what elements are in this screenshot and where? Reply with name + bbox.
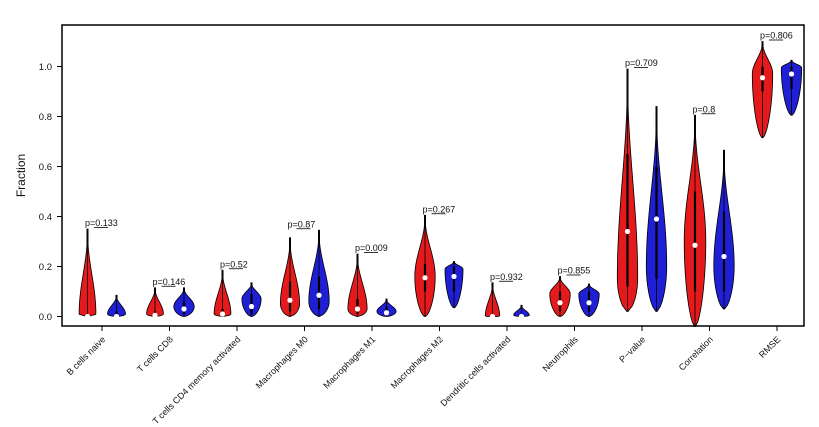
p-value-label: p=0.009 — [355, 243, 388, 253]
median-dot-group1 — [287, 297, 293, 303]
median-dot-group2 — [383, 310, 390, 316]
median-dot-group2 — [653, 216, 660, 222]
x-category-label: Macrophages M1 — [321, 334, 377, 390]
median-dot-group1 — [624, 228, 631, 235]
p-value-annotations: p=0.133 p=0.146 p=0.52 p=0.87 p=0.009 p=0.267… — [85, 31, 793, 287]
x-category-label: Macrophages M2 — [389, 334, 445, 390]
median-dot-group2 — [451, 273, 457, 280]
median-dot-group1 — [152, 312, 158, 318]
median-dot-group1 — [692, 242, 698, 248]
median-dot-group1 — [219, 311, 226, 317]
plot-frame — [61, 24, 805, 327]
median-dot-group1 — [422, 275, 428, 281]
violins-layer — [78, 41, 803, 327]
x-category-label: Macrophages M0 — [254, 334, 310, 390]
median-dot-group1 — [354, 306, 361, 312]
median-dot-group2 — [721, 253, 727, 260]
x-category-label: RMSE — [757, 334, 782, 359]
x-category-label: B cells naive — [65, 334, 108, 377]
p-value-label: p=0.267 — [423, 204, 456, 214]
p-value-label: p=0.855 — [558, 266, 591, 276]
p-value-label: p=0.8 — [693, 104, 716, 114]
median-dot-group1 — [557, 300, 563, 306]
median-dot-group1 — [759, 75, 766, 81]
median-dot-group2 — [316, 292, 322, 298]
x-category-label: Correlation — [677, 334, 715, 372]
median-dot-group1 — [489, 313, 496, 320]
x-category-label: T cells CD8 — [135, 334, 175, 374]
median-dot-group1 — [84, 313, 91, 320]
p-value-label: p=0.806 — [760, 31, 793, 41]
p-value-label: p=0.133 — [85, 218, 118, 228]
x-category-label: Dendritic cells activated — [438, 334, 512, 408]
y-tick-label: 0.4 — [39, 212, 52, 223]
y-axis: 0.0 0.2 0.4 0.6 0.8 1.0 — [39, 62, 62, 323]
y-tick-label: 0.8 — [39, 112, 52, 123]
median-dot-group2 — [181, 306, 187, 312]
median-dot-group2 — [586, 300, 592, 306]
x-category-label: Neutrophils — [541, 334, 581, 374]
p-value-label: p=0.932 — [490, 272, 523, 282]
y-axis-label: Fraction — [14, 154, 28, 197]
y-tick-label: 0.0 — [39, 312, 52, 323]
y-tick-label: 0.6 — [39, 162, 52, 173]
p-value-label: p=0.146 — [153, 277, 186, 287]
p-value-label: p=0.709 — [625, 58, 658, 68]
y-tick-label: 0.2 — [39, 262, 52, 273]
median-dot-group2 — [248, 303, 255, 310]
p-value-label: p=0.52 — [220, 259, 248, 269]
p-value-label: p=0.87 — [288, 219, 316, 229]
y-tick-label: 1.0 — [39, 62, 52, 73]
x-category-label: P−value — [617, 334, 647, 364]
median-dot-group2 — [518, 313, 525, 320]
median-dot-group2 — [788, 71, 795, 77]
median-dot-group2 — [113, 313, 120, 320]
